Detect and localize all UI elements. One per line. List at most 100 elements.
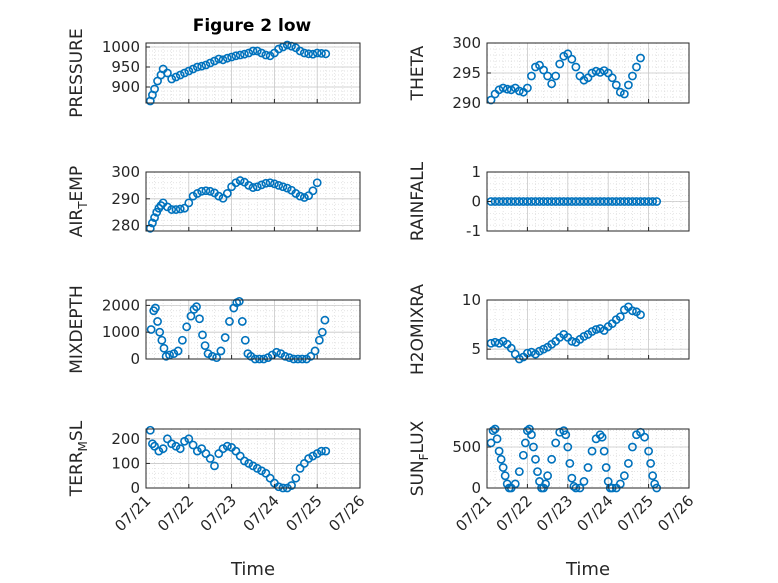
data-point (531, 454, 540, 464)
data-point (624, 197, 633, 206)
data-point (543, 71, 552, 81)
data-point (619, 197, 629, 206)
panel-terr-msl: 0 100 200 07/21 07/22 07/23 07/24 07/25 07/26 Tim… (67, 420, 368, 580)
data-point (563, 442, 573, 452)
data-point (644, 446, 653, 456)
panel-mixdepth: 0 1000 2000 MIXDEPTH (67, 285, 361, 374)
data-point (162, 68, 172, 78)
y-tick-label: 290 (111, 190, 140, 208)
data-point (615, 197, 625, 206)
data-point (145, 425, 155, 435)
plot-area (146, 300, 360, 359)
data-point (527, 197, 536, 206)
data-point (611, 80, 621, 90)
y-tick-label: 5 (471, 340, 481, 358)
plot-area (146, 429, 360, 488)
data-point (520, 438, 530, 448)
y-tick-label: 0 (130, 479, 140, 497)
data-point (235, 50, 245, 60)
data-point (280, 351, 290, 361)
plot-area (146, 172, 360, 231)
data-point (248, 461, 258, 471)
data-point (523, 197, 532, 206)
data-point (212, 353, 222, 363)
data-point (222, 441, 232, 451)
data-point (282, 40, 292, 50)
data-point (575, 197, 585, 206)
panel-pressure: 900 950 1000 PRESSURE (67, 28, 361, 118)
x-axis-label: Time (230, 559, 275, 580)
data-point (192, 446, 202, 456)
data-point (531, 197, 540, 206)
data-point (506, 197, 516, 206)
x-tick-label: 07/24 (573, 492, 616, 535)
data-point (175, 70, 185, 80)
data-point (314, 335, 324, 345)
data-point (304, 454, 314, 463)
data-point (591, 325, 601, 334)
data-point (189, 304, 199, 314)
data-point (272, 347, 281, 357)
data-point (171, 72, 181, 82)
data-point (222, 53, 232, 63)
data-point (595, 197, 605, 206)
data-point (615, 312, 625, 322)
y-tick-label: 290 (452, 94, 481, 112)
data-point (244, 459, 254, 468)
data-point (240, 49, 249, 59)
data-point (198, 330, 207, 340)
x-tick-label: 07/21 (111, 492, 154, 535)
data-point (531, 62, 540, 72)
data-point (565, 459, 575, 468)
y-tick-label: 100 (111, 454, 140, 472)
data-point (624, 459, 633, 468)
data-point (210, 461, 219, 471)
axes-box (145, 171, 361, 232)
data-point (192, 62, 202, 72)
panel-air-temp: 280 290 300 AIRTEMP (67, 163, 361, 237)
data-point (599, 446, 609, 456)
data-point (205, 186, 215, 196)
data-point (182, 322, 192, 332)
y-axis-label: MIXDEPTH (67, 285, 87, 374)
data-point (636, 310, 645, 320)
data-point (265, 178, 275, 188)
x-tick-label: 07/23 (197, 492, 240, 535)
data-point (543, 197, 552, 206)
data-point (265, 473, 275, 483)
data-point (567, 54, 577, 64)
data-point (551, 71, 561, 81)
data-point (201, 60, 211, 70)
data-point (184, 434, 194, 444)
data-point (192, 302, 201, 312)
data-point (628, 306, 637, 316)
data-point (218, 193, 228, 203)
y-tick-label: 900 (111, 78, 140, 96)
data-point (225, 317, 234, 326)
data-point (175, 204, 185, 214)
data-point (252, 182, 262, 192)
y-axis-label: AIRTEMP (67, 166, 90, 237)
x-tick-label: 07/22 (154, 492, 197, 535)
data-point (583, 197, 593, 206)
data-point (321, 446, 331, 456)
data-point (567, 336, 577, 346)
data-point (231, 51, 241, 61)
data-point (180, 203, 189, 213)
data-point (321, 49, 331, 59)
data-point (180, 436, 189, 446)
data-point (615, 87, 625, 97)
data-point (500, 471, 510, 481)
data-point (173, 346, 183, 356)
data-point (240, 456, 249, 466)
data-point (539, 197, 548, 206)
data-point (282, 183, 292, 193)
data-point (571, 62, 581, 72)
data-point (295, 463, 305, 473)
data-point (214, 191, 224, 201)
data-point (514, 467, 524, 477)
data-point (555, 197, 565, 206)
data-point (261, 468, 271, 478)
data-point (611, 197, 621, 206)
data-point (490, 197, 500, 206)
